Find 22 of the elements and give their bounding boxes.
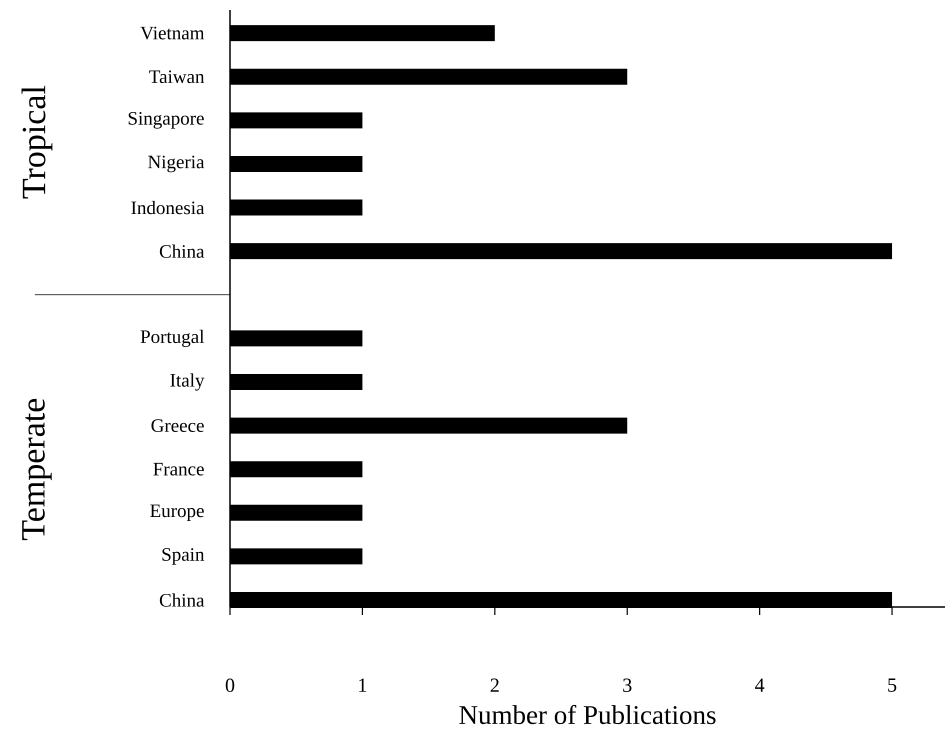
y-tick-label: Nigeria — [148, 156, 204, 172]
y-tick-label: Greece — [151, 419, 204, 432]
text: Temperate — [22, 398, 52, 540]
y-tick-label: Vietnam — [140, 26, 204, 40]
y-tick-label: Italy — [170, 373, 204, 391]
x-tick-label: 0 — [226, 678, 234, 692]
y-tick-label: France — [153, 462, 204, 476]
x-tick-label: 1 — [359, 678, 366, 692]
x-tick-label: 3 — [623, 678, 632, 692]
y-tick-label: Europe — [150, 504, 204, 522]
y-tick-label: China — [160, 244, 204, 258]
y-tick-label: Spain — [162, 548, 204, 565]
text: Tropical — [22, 86, 52, 199]
y-tick-label: Singapore — [128, 112, 204, 129]
x-tick-label: 4 — [755, 678, 764, 692]
y-tick-label: Portugal — [140, 330, 204, 348]
y-tick-label: Taiwan — [149, 70, 204, 84]
y-tick-label: China — [160, 593, 204, 607]
x-tick-label: 5 — [888, 678, 896, 692]
x-tick-label: 2 — [490, 678, 499, 692]
x-axis-title: Number of Publications — [459, 704, 716, 724]
y-tick-label: Indonesia — [131, 200, 204, 214]
